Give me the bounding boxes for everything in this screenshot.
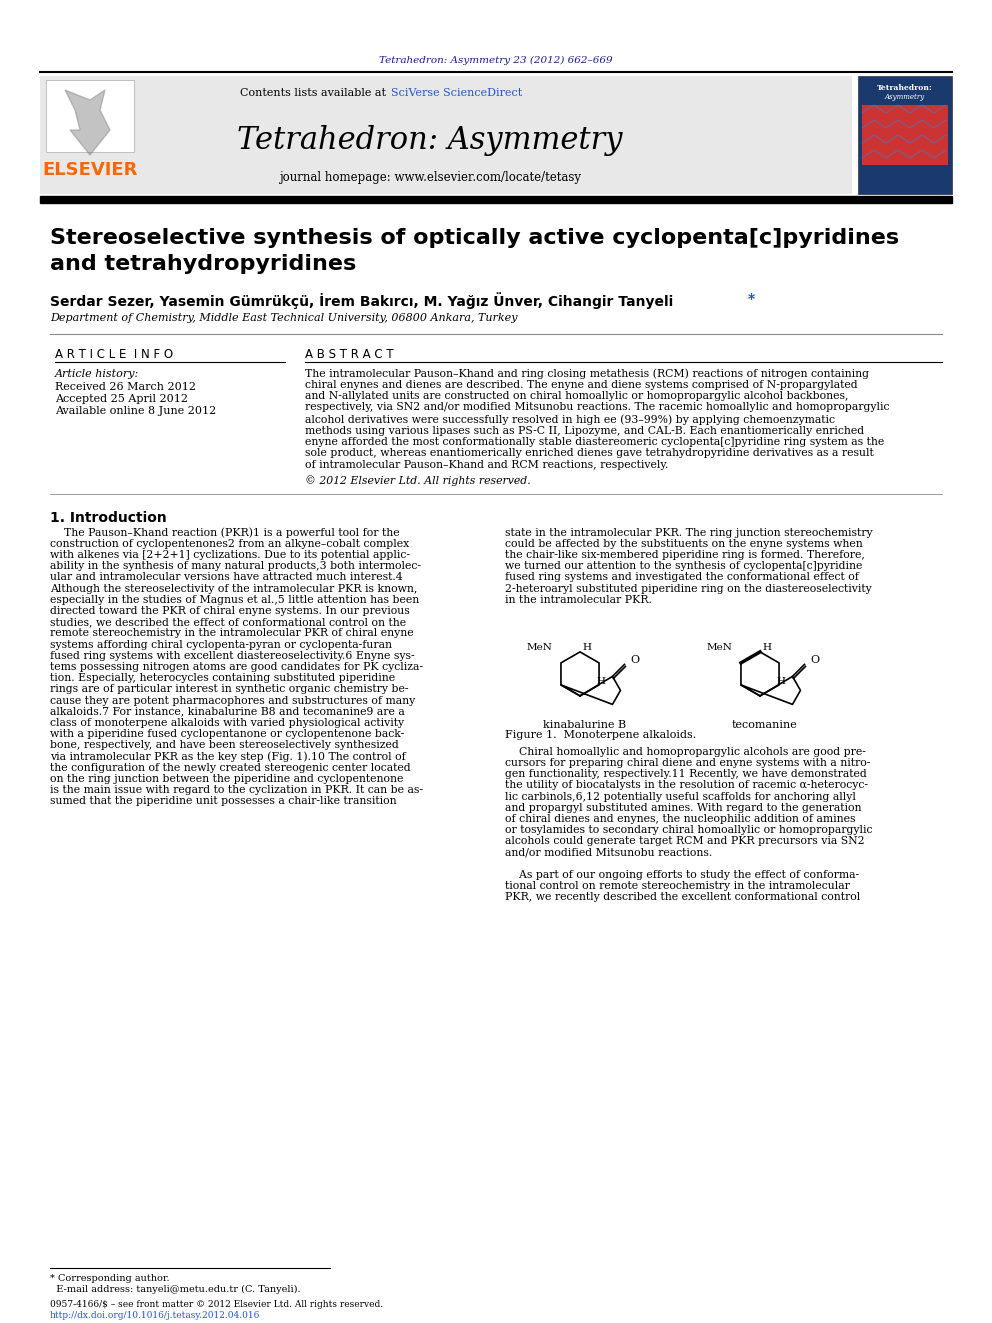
Text: Contents lists available at: Contents lists available at	[240, 89, 390, 98]
Text: with alkenes via [2+2+1] cyclizations. Due to its potential applic-: with alkenes via [2+2+1] cyclizations. D…	[50, 550, 410, 560]
Text: construction of cyclopentenones2 from an alkyne–cobalt complex: construction of cyclopentenones2 from an…	[50, 538, 410, 549]
FancyBboxPatch shape	[40, 75, 852, 194]
Text: The intramolecular Pauson–Khand and ring closing metathesis (RCM) reactions of n: The intramolecular Pauson–Khand and ring…	[305, 368, 869, 378]
Text: Tetrahedron: Asymmetry 23 (2012) 662–669: Tetrahedron: Asymmetry 23 (2012) 662–669	[379, 56, 613, 65]
Text: *: *	[748, 292, 755, 306]
Text: alcohols could generate target RCM and PKR precursors via SN2: alcohols could generate target RCM and P…	[505, 836, 865, 847]
Text: systems affording chiral cyclopenta-pyran or cyclopenta-furan: systems affording chiral cyclopenta-pyra…	[50, 639, 392, 650]
Text: Although the stereoselectivity of the intramolecular PKR is known,: Although the stereoselectivity of the in…	[50, 583, 418, 594]
Text: studies, we described the effect of conformational control on the: studies, we described the effect of conf…	[50, 617, 406, 627]
Text: Asymmetry: Asymmetry	[885, 93, 926, 101]
Text: A R T I C L E  I N F O: A R T I C L E I N F O	[55, 348, 174, 361]
Text: E-mail address: tanyeli@metu.edu.tr (C. Tanyeli).: E-mail address: tanyeli@metu.edu.tr (C. …	[50, 1285, 301, 1294]
Text: Chiral homoallylic and homopropargylic alcohols are good pre-: Chiral homoallylic and homopropargylic a…	[505, 747, 866, 757]
Text: we turned our attention to the synthesis of cyclopenta[c]pyridine: we turned our attention to the synthesis…	[505, 561, 862, 572]
Text: and/or modified Mitsunobu reactions.: and/or modified Mitsunobu reactions.	[505, 848, 712, 857]
Polygon shape	[65, 90, 110, 155]
Text: enyne afforded the most conformationally stable diastereomeric cyclopenta[c]pyri: enyne afforded the most conformationally…	[305, 437, 884, 447]
Text: especially in the studies of Magnus et al.,5 little attention has been: especially in the studies of Magnus et a…	[50, 595, 420, 605]
Text: tecomanine: tecomanine	[732, 720, 798, 730]
Text: in the intramolecular PKR.: in the intramolecular PKR.	[505, 595, 652, 605]
Text: MeN: MeN	[706, 643, 732, 652]
Text: Accepted 25 April 2012: Accepted 25 April 2012	[55, 394, 188, 404]
Text: Tetrahedron: Asymmetry: Tetrahedron: Asymmetry	[237, 124, 623, 156]
Text: class of monoterpene alkaloids with varied physiological activity: class of monoterpene alkaloids with vari…	[50, 718, 404, 728]
Text: ular and intramolecular versions have attracted much interest.4: ular and intramolecular versions have at…	[50, 573, 403, 582]
Text: rings are of particular interest in synthetic organic chemistry be-: rings are of particular interest in synt…	[50, 684, 409, 695]
Text: Received 26 March 2012: Received 26 March 2012	[55, 382, 196, 392]
Text: the chair-like six-membered piperidine ring is formed. Therefore,: the chair-like six-membered piperidine r…	[505, 550, 865, 560]
Text: respectively, via SN2 and/or modified Mitsunobu reactions. The racemic homoallyl: respectively, via SN2 and/or modified Mi…	[305, 402, 890, 413]
Text: © 2012 Elsevier Ltd. All rights reserved.: © 2012 Elsevier Ltd. All rights reserved…	[305, 475, 531, 487]
Text: The Pauson–Khand reaction (PKR)1 is a powerful tool for the: The Pauson–Khand reaction (PKR)1 is a po…	[50, 528, 400, 538]
Text: remote stereochemistry in the intramolecular PKR of chiral enyne: remote stereochemistry in the intramolec…	[50, 628, 414, 638]
Text: H: H	[762, 643, 771, 652]
Text: fused ring systems and investigated the conformational effect of: fused ring systems and investigated the …	[505, 573, 859, 582]
Text: fused ring systems with excellent diastereoselectivity.6 Enyne sys-: fused ring systems with excellent diaste…	[50, 651, 415, 660]
FancyBboxPatch shape	[46, 79, 134, 152]
Text: state in the intramolecular PKR. The ring junction stereochemistry: state in the intramolecular PKR. The rin…	[505, 528, 873, 537]
Text: PKR, we recently described the excellent conformational control: PKR, we recently described the excellent…	[505, 893, 860, 902]
Text: alcohol derivatives were successfully resolved in high ee (93–99%) by applying c: alcohol derivatives were successfully re…	[305, 414, 835, 425]
Text: with a piperidine fused cyclopentanone or cyclopentenone back-: with a piperidine fused cyclopentanone o…	[50, 729, 405, 740]
Text: cause they are potent pharmacophores and substructures of many: cause they are potent pharmacophores and…	[50, 696, 416, 705]
Text: chiral enynes and dienes are described. The enyne and diene systems comprised of: chiral enynes and dienes are described. …	[305, 380, 858, 389]
Text: Stereoselective synthesis of optically active cyclopenta[c]pyridines
and tetrahy: Stereoselective synthesis of optically a…	[50, 228, 899, 274]
Text: bone, respectively, and have been stereoselectively synthesized: bone, respectively, and have been stereo…	[50, 741, 399, 750]
Text: via intramolecular PKR as the key step (Fig. 1).10 The control of: via intramolecular PKR as the key step (…	[50, 751, 406, 762]
Text: of intramolecular Pauson–Khand and RCM reactions, respectively.: of intramolecular Pauson–Khand and RCM r…	[305, 460, 669, 470]
Text: H: H	[596, 677, 605, 687]
Text: H: H	[582, 643, 591, 652]
Text: lic carbinols,6,12 potentially useful scaffolds for anchoring allyl: lic carbinols,6,12 potentially useful sc…	[505, 791, 856, 802]
Text: is the main issue with regard to the cyclization in PKR. It can be as-: is the main issue with regard to the cyc…	[50, 785, 423, 795]
Text: Article history:: Article history:	[55, 369, 139, 378]
Text: journal homepage: www.elsevier.com/locate/tetasy: journal homepage: www.elsevier.com/locat…	[279, 172, 581, 184]
Text: on the ring junction between the piperidine and cyclopentenone: on the ring junction between the piperid…	[50, 774, 404, 785]
Text: * Corresponding author.: * Corresponding author.	[50, 1274, 170, 1283]
Text: 1. Introduction: 1. Introduction	[50, 512, 167, 525]
Text: the configuration of the newly created stereogenic center located: the configuration of the newly created s…	[50, 762, 411, 773]
Text: Department of Chemistry, Middle East Technical University, 06800 Ankara, Turkey: Department of Chemistry, Middle East Tec…	[50, 314, 518, 323]
Text: ELSEVIER: ELSEVIER	[43, 161, 138, 179]
Text: gen functionality, respectively.11 Recently, we have demonstrated: gen functionality, respectively.11 Recen…	[505, 769, 867, 779]
Text: 2-heteroaryl substituted piperidine ring on the diastereoselectivity: 2-heteroaryl substituted piperidine ring…	[505, 583, 872, 594]
Text: alkaloids.7 For instance, kinabalurine B8 and tecomanine9 are a: alkaloids.7 For instance, kinabalurine B…	[50, 706, 405, 717]
FancyBboxPatch shape	[505, 613, 945, 737]
Polygon shape	[40, 196, 952, 202]
Text: kinabalurine B: kinabalurine B	[544, 720, 627, 730]
FancyBboxPatch shape	[858, 75, 952, 194]
Text: H: H	[776, 677, 785, 687]
Text: sumed that the piperidine unit possesses a chair-like transition: sumed that the piperidine unit possesses…	[50, 796, 397, 806]
Text: ability in the synthesis of many natural products,3 both intermolec-: ability in the synthesis of many natural…	[50, 561, 421, 572]
FancyBboxPatch shape	[862, 105, 948, 165]
Text: methods using various lipases such as PS-C II, Lipozyme, and CAL-B. Each enantio: methods using various lipases such as PS…	[305, 426, 864, 435]
Text: A B S T R A C T: A B S T R A C T	[305, 348, 394, 361]
Text: SciVerse ScienceDirect: SciVerse ScienceDirect	[391, 89, 522, 98]
Text: As part of our ongoing efforts to study the effect of conforma-: As part of our ongoing efforts to study …	[505, 871, 859, 880]
Text: tion. Especially, heterocycles containing substituted piperidine: tion. Especially, heterocycles containin…	[50, 673, 395, 683]
Text: cursors for preparing chiral diene and enyne systems with a nitro-: cursors for preparing chiral diene and e…	[505, 758, 870, 769]
Text: and N-allylated units are constructed on chiral homoallylic or homopropargylic a: and N-allylated units are constructed on…	[305, 392, 848, 401]
Text: or tosylamides to secondary chiral homoallylic or homopropargylic: or tosylamides to secondary chiral homoa…	[505, 826, 873, 835]
Text: http://dx.doi.org/10.1016/j.tetasy.2012.04.016: http://dx.doi.org/10.1016/j.tetasy.2012.…	[50, 1311, 260, 1320]
Text: Tetrahedron:: Tetrahedron:	[877, 83, 932, 93]
Text: 0957-4166/$ – see front matter © 2012 Elsevier Ltd. All rights reserved.: 0957-4166/$ – see front matter © 2012 El…	[50, 1301, 383, 1308]
Text: MeN: MeN	[526, 643, 552, 652]
Text: Available online 8 June 2012: Available online 8 June 2012	[55, 406, 216, 415]
Text: Figure 1.  Monoterpene alkaloids.: Figure 1. Monoterpene alkaloids.	[505, 730, 696, 740]
Text: and propargyl substituted amines. With regard to the generation: and propargyl substituted amines. With r…	[505, 803, 861, 812]
Text: O: O	[631, 655, 640, 665]
Text: O: O	[810, 655, 819, 665]
Text: Serdar Sezer, Yasemin Gümrükçü, İrem Bakırcı, M. Yağız Ünver, Cihangir Tanyeli: Serdar Sezer, Yasemin Gümrükçü, İrem Bak…	[50, 292, 679, 308]
Text: the utility of biocatalysts in the resolution of racemic α-heterocyc-: the utility of biocatalysts in the resol…	[505, 781, 868, 791]
Text: of chiral dienes and enynes, the nucleophilic addition of amines: of chiral dienes and enynes, the nucleop…	[505, 814, 855, 824]
Text: tems possessing nitrogen atoms are good candidates for PK cycliza-: tems possessing nitrogen atoms are good …	[50, 662, 423, 672]
Text: tional control on remote stereochemistry in the intramolecular: tional control on remote stereochemistry…	[505, 881, 850, 892]
Text: sole product, whereas enantiomerically enriched dienes gave tetrahydropyridine d: sole product, whereas enantiomerically e…	[305, 448, 874, 459]
Text: could be affected by the substituents on the enyne systems when: could be affected by the substituents on…	[505, 538, 863, 549]
Text: directed toward the PKR of chiral enyne systems. In our previous: directed toward the PKR of chiral enyne …	[50, 606, 410, 617]
